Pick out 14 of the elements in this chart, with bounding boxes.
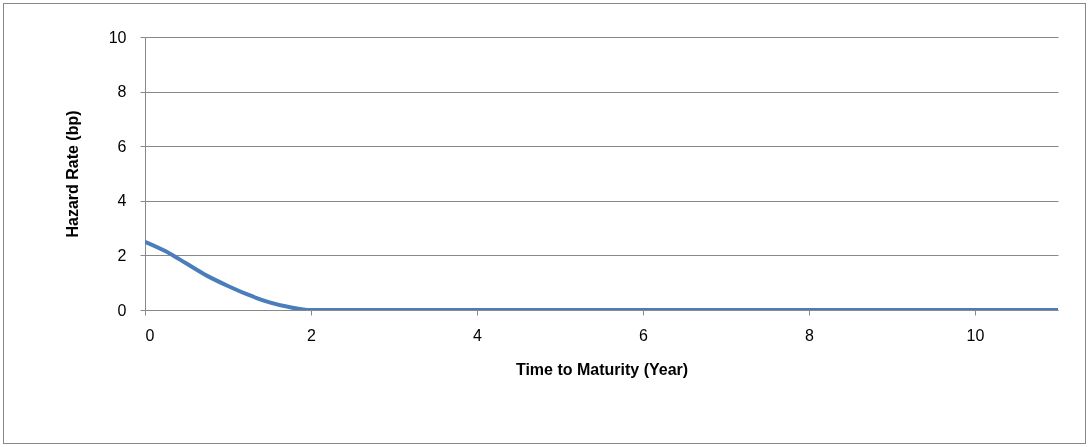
y-tick-label: 4 bbox=[117, 192, 127, 210]
x-tick-label: 2 bbox=[307, 326, 317, 344]
y-tick-label: 2 bbox=[117, 246, 127, 264]
y-tick-label: 6 bbox=[117, 137, 127, 155]
x-tick-label: 6 bbox=[639, 326, 649, 344]
y-tick-label: 8 bbox=[117, 83, 127, 101]
x-tick-label: 4 bbox=[473, 326, 483, 344]
x-tick-label: 0 bbox=[145, 326, 155, 344]
y-tick-label: 10 bbox=[108, 28, 127, 46]
y-tick-label: 0 bbox=[117, 301, 127, 319]
y-axis-title: Hazard Rate (bp) bbox=[63, 110, 81, 238]
x-tick-label: 10 bbox=[966, 326, 985, 344]
x-axis-title: Time to Maturity (Year) bbox=[515, 360, 689, 378]
x-tick-label: 8 bbox=[805, 326, 815, 344]
